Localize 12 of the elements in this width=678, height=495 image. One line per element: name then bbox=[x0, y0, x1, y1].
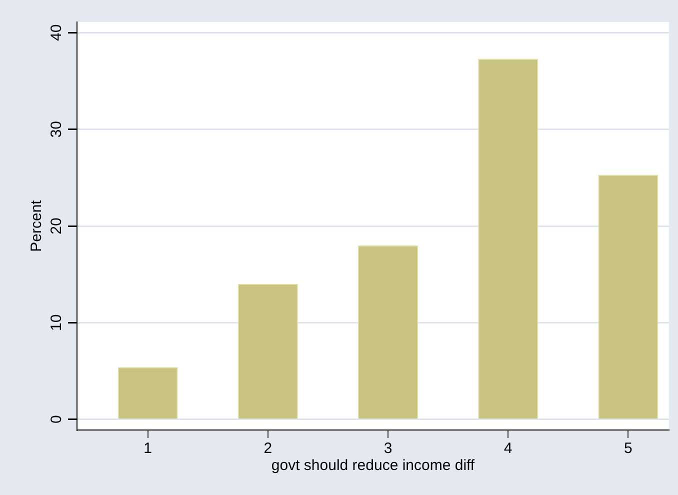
y-tick-label: 40 bbox=[48, 24, 66, 41]
x-tick-label: 2 bbox=[264, 440, 272, 458]
x-tick-label: 4 bbox=[504, 440, 512, 458]
y-axis-title: Percent bbox=[28, 199, 46, 252]
x-tick-label: 3 bbox=[384, 440, 392, 458]
y-tick-label: 30 bbox=[48, 120, 66, 138]
x-tick-label: 1 bbox=[144, 440, 152, 458]
y-tick-label: 0 bbox=[48, 415, 66, 424]
y-tick-label: 10 bbox=[48, 314, 66, 332]
x-axis-title: govt should reduce income diff bbox=[271, 457, 476, 474]
x-tick-label: 5 bbox=[624, 440, 632, 458]
y-tick-label: 20 bbox=[48, 218, 66, 234]
